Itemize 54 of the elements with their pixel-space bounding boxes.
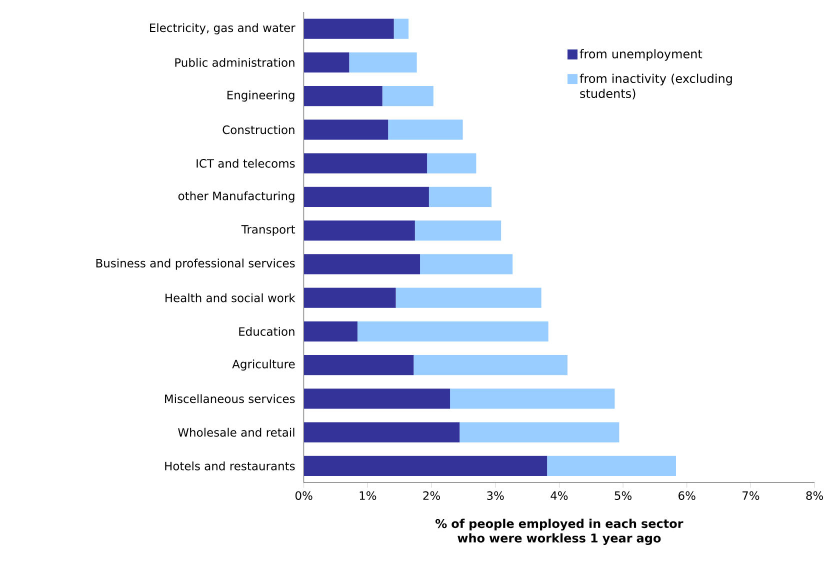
bar [304, 321, 358, 342]
y-tick-label: Education [239, 327, 294, 336]
bar [450, 388, 615, 409]
y-tick-label: Health and social work [166, 294, 296, 302]
y-tick-label: Electricity, gas and water [150, 23, 296, 35]
bar [304, 288, 396, 308]
bar [304, 220, 415, 241]
bar [304, 388, 450, 409]
y-tick-label: Public administration [175, 58, 294, 68]
x-axis-title: % of people employed in each sector who were workless 1 year ago [436, 518, 684, 546]
y-tick-label: Engineering [227, 90, 294, 102]
x-tick-label: 4% [550, 491, 568, 500]
bar [382, 86, 434, 106]
bar [428, 186, 492, 208]
x-tick-label: 2% [423, 491, 440, 500]
bar [304, 456, 548, 476]
bar [304, 52, 350, 73]
y-tick-label: Transport [241, 225, 296, 236]
bar [394, 18, 409, 40]
bar [414, 355, 568, 376]
bar [420, 254, 513, 274]
bar [304, 153, 428, 174]
bar [547, 456, 676, 476]
bar [304, 120, 388, 140]
x-tick-label: 5% [614, 491, 632, 500]
bar [304, 422, 460, 443]
bar [304, 355, 414, 376]
bar [388, 120, 463, 140]
y-tick-label: ICT and telecoms [196, 159, 295, 168]
bar [396, 288, 542, 308]
legend-label: from unemployment [580, 49, 702, 61]
x-tick-label: 1% [360, 491, 376, 500]
y-tick-label: Miscellaneous services [165, 394, 295, 404]
y-tick-label: other Manufacturing [178, 192, 294, 203]
bar [414, 220, 502, 241]
legend-label: from inactivity (excluding students) [580, 74, 732, 100]
y-tick-label: Hotels and restaurants [165, 462, 295, 471]
bar [304, 186, 429, 208]
x-tick-label: 7% [742, 491, 760, 500]
bar [357, 321, 548, 342]
bar [427, 153, 476, 174]
y-tick-label: Business and professional services [96, 258, 295, 270]
bar [304, 86, 382, 106]
bar [460, 422, 620, 443]
x-tick-label: 8% [806, 491, 824, 500]
bar [304, 18, 394, 40]
y-tick-label: Wholesale and retail [178, 428, 294, 437]
bar [304, 254, 420, 274]
y-tick-label: Agriculture [232, 360, 295, 371]
x-tick-label: 6% [678, 491, 696, 500]
x-tick-label: 0% [295, 491, 312, 500]
x-tick-label: 3% [487, 491, 504, 500]
y-tick-label: Construction [222, 125, 294, 134]
bar [349, 52, 417, 73]
